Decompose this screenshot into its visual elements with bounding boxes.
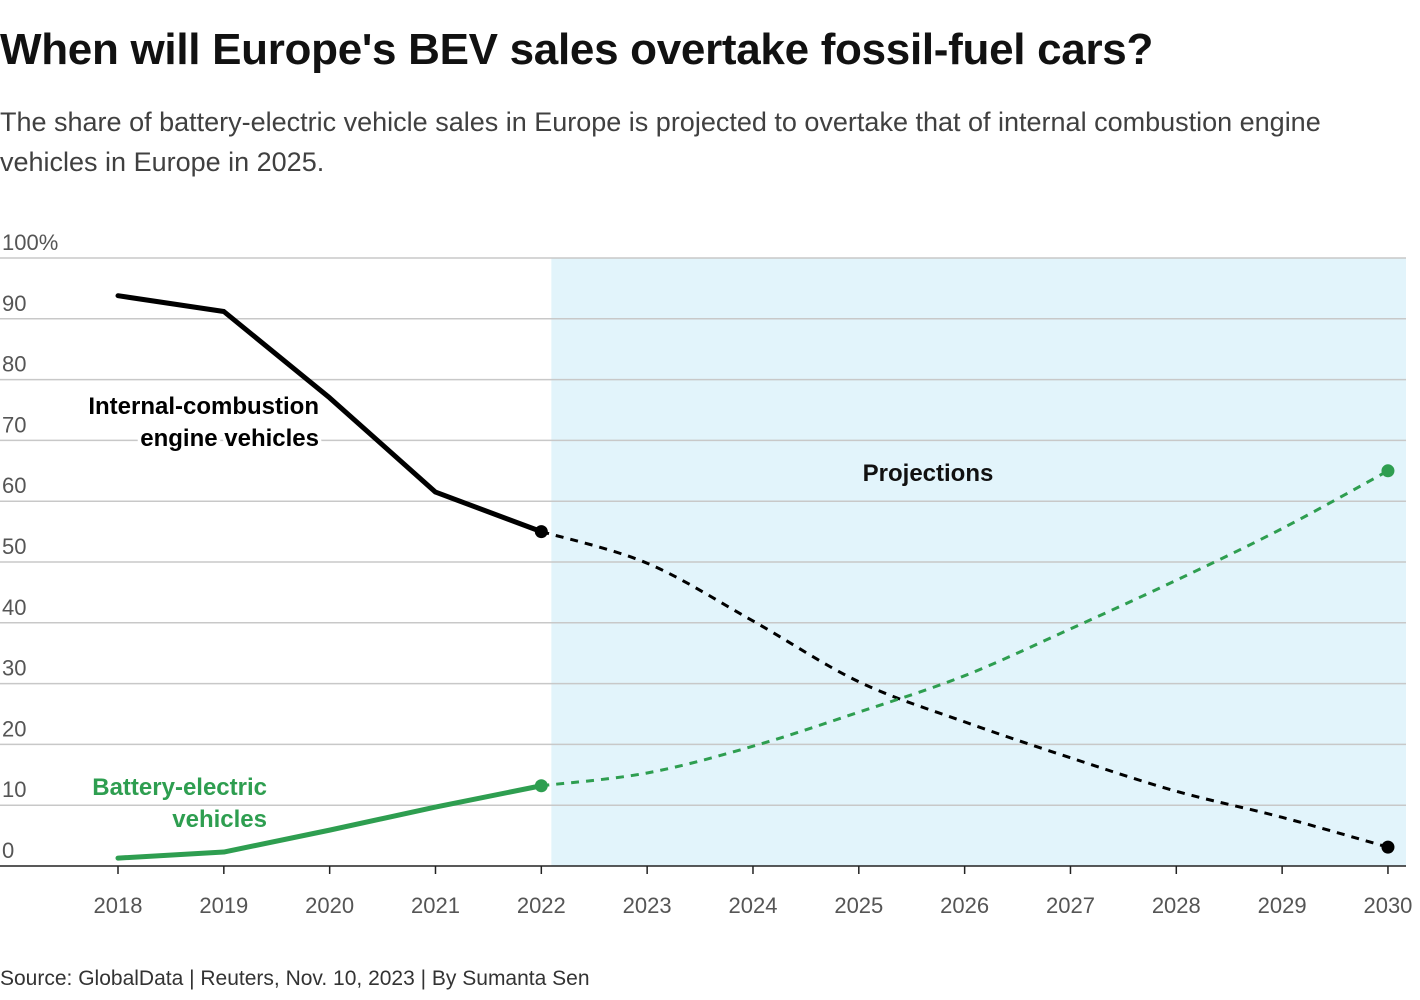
x-tick-label: 2023	[623, 893, 672, 918]
data-point-ice-2030	[1381, 840, 1395, 854]
x-tick-label: 2029	[1258, 893, 1307, 918]
source-credit: Source: GlobalData | Reuters, Nov. 10, 2…	[0, 967, 590, 990]
data-point-bev-2022	[534, 779, 548, 793]
series-line-ice-actual	[115, 293, 544, 535]
series-label-ice: engine vehicles	[140, 425, 319, 452]
x-tick-label: 2022	[517, 893, 566, 918]
chart-subtitle: The share of battery-electric vehicle sa…	[0, 107, 1321, 177]
series-line-ice-projected	[540, 530, 1389, 849]
y-tick-label: 70	[2, 412, 26, 437]
y-tick-label: 30	[2, 656, 26, 681]
y-tick-label: 50	[2, 534, 26, 559]
chart-title: When will Europe's BEV sales overtake fo…	[0, 25, 1154, 74]
y-tick-label: 20	[2, 716, 26, 741]
series-line-bev-projected	[541, 469, 1389, 788]
x-tick-label: 2025	[834, 893, 883, 918]
series-label-bev: vehicles	[172, 806, 267, 833]
y-tick-label: 60	[2, 473, 26, 498]
y-tick-label: 90	[2, 291, 26, 316]
y-tick-label: 80	[2, 352, 26, 377]
series-label-ice: Internal-combustion	[88, 393, 319, 420]
y-tick-label: 0	[2, 838, 14, 863]
series-label-bev: Battery-electric	[92, 774, 267, 801]
x-tick-label: 2026	[940, 893, 989, 918]
x-tick-label: 2020	[305, 893, 354, 918]
x-tick-label: 2021	[411, 893, 460, 918]
x-tick-label: 2027	[1046, 893, 1095, 918]
x-tick-label: 2028	[1152, 893, 1201, 918]
x-tick-label: 2024	[729, 893, 778, 918]
x-tick-label: 2030	[1363, 893, 1412, 918]
y-tick-label: 40	[2, 595, 26, 620]
data-point-bev-2030	[1381, 464, 1395, 478]
x-tick-label: 2018	[94, 893, 143, 918]
projections-label: Projections	[863, 460, 994, 487]
x-tick-label: 2019	[199, 893, 248, 918]
y-tick-label: 100%	[2, 230, 58, 255]
y-tick-label: 10	[2, 777, 26, 802]
series-line-bev-actual	[115, 783, 544, 861]
data-point-ice-2022	[534, 525, 548, 539]
